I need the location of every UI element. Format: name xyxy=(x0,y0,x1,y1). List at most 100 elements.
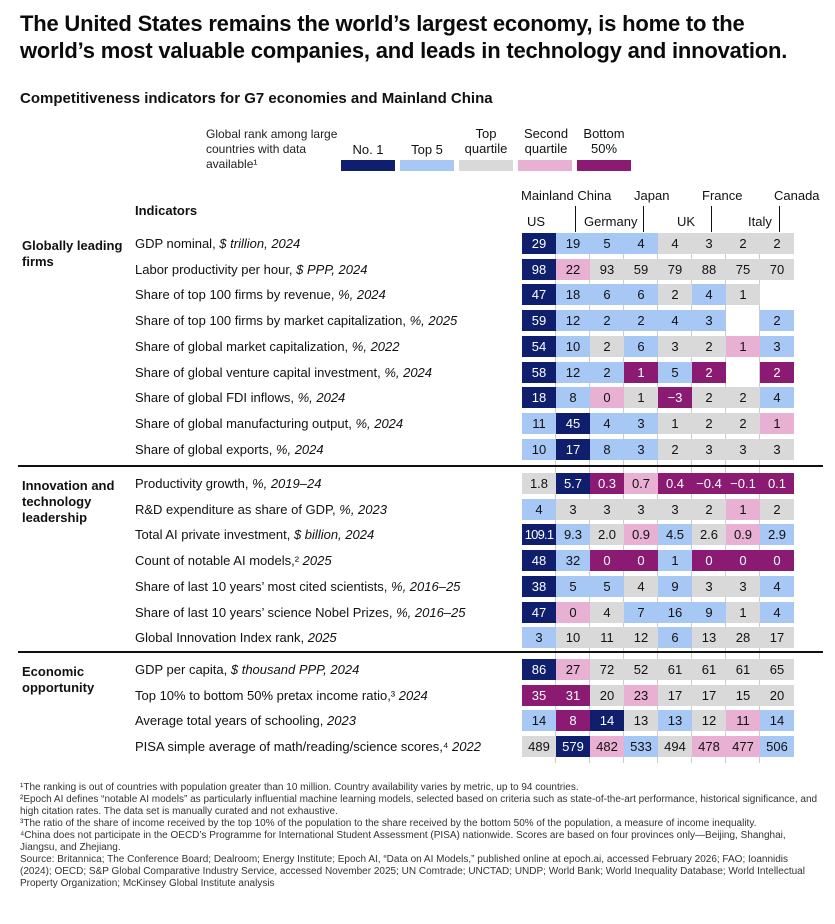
value-cell: 5 xyxy=(590,575,624,597)
value-cell: 20 xyxy=(760,684,794,706)
indicator-label: Share of global market capitalization, %… xyxy=(135,338,400,354)
value-cell: 109.1 xyxy=(522,524,556,546)
legend-swatch-second-quartile xyxy=(518,160,572,171)
value-cell: 4 xyxy=(590,412,624,434)
legend-swatch-bottom-50 xyxy=(577,160,631,171)
value-cell xyxy=(726,362,760,383)
column-header-mainland-china: Mainland China xyxy=(521,188,612,203)
source-note: Source: Britannica; The Conference Board… xyxy=(20,854,805,889)
indicator-label: R&D expenditure as share of GDP, %, 2023 xyxy=(135,501,387,517)
value-cell: 58 xyxy=(522,361,556,383)
legend-swatch-top-quartile xyxy=(459,160,513,171)
value-cell: 3 xyxy=(692,575,726,597)
value-cell: 72 xyxy=(590,659,624,680)
value-cell: 3 xyxy=(692,233,726,254)
value-cell: 0 xyxy=(556,601,590,623)
section-title: Economic opportunity xyxy=(22,664,95,695)
section-divider xyxy=(18,465,823,467)
value-cell: 14 xyxy=(590,710,624,732)
column-header-uk: UK xyxy=(677,214,696,229)
value-cell: 5 xyxy=(590,233,624,254)
value-cell: 52 xyxy=(624,659,658,680)
value-cell: 2.0 xyxy=(590,524,624,546)
value-cell: 11 xyxy=(726,710,760,732)
value-cell: 2 xyxy=(692,498,726,520)
value-cell: 10 xyxy=(522,438,556,460)
value-cell: 6 xyxy=(658,627,692,649)
value-cell: 4 xyxy=(522,498,556,520)
value-cell: 12 xyxy=(556,361,590,383)
value-cell: 4 xyxy=(760,387,794,409)
value-cell: 27 xyxy=(556,659,590,680)
value-cell: 10 xyxy=(556,627,590,649)
value-cell: 9 xyxy=(658,575,692,597)
value-cell: 2 xyxy=(760,361,794,383)
value-cell: 0 xyxy=(590,387,624,409)
value-cell: 4 xyxy=(760,575,794,597)
value-cell: 489 xyxy=(522,736,556,758)
indicator-label: Total AI private investment, $ billion, … xyxy=(135,527,375,543)
value-cell: 47 xyxy=(522,284,556,306)
value-cell: 14 xyxy=(522,710,556,732)
legend-label-bottom-50: Bottom 50% xyxy=(583,126,625,156)
value-cell: 1 xyxy=(624,361,658,383)
value-cell: 32 xyxy=(556,550,590,572)
legend-label-top5: Top 5 xyxy=(411,142,443,157)
value-cell xyxy=(760,284,794,305)
value-cell: 61 xyxy=(726,659,760,680)
value-cell: 7 xyxy=(624,601,658,623)
value-cell: 2 xyxy=(624,310,658,332)
legend-description: Global rank among large countries with d… xyxy=(206,127,338,171)
value-cell: 477 xyxy=(726,736,760,758)
value-cell: 4 xyxy=(624,575,658,597)
value-cell: 2 xyxy=(692,412,726,434)
value-cell: 20 xyxy=(590,684,624,706)
value-cell: 9 xyxy=(692,601,726,623)
value-cell: 11 xyxy=(522,412,556,434)
value-cell: 1 xyxy=(726,284,760,306)
column-header-canada: Canada xyxy=(774,188,820,203)
value-cell: 2 xyxy=(590,361,624,383)
value-cell: 8 xyxy=(590,438,624,460)
value-cell: 17 xyxy=(760,627,794,649)
value-cell: 5 xyxy=(658,361,692,383)
value-cell: 0.9 xyxy=(624,524,658,546)
value-cell: 5 xyxy=(556,575,590,597)
indicator-label: Share of last 10 years’ science Nobel Pr… xyxy=(135,604,466,620)
value-cell: 1 xyxy=(624,387,658,409)
legend-label-no1: No. 1 xyxy=(352,142,384,157)
value-cell: 533 xyxy=(624,736,658,758)
indicator-label: Share of global FDI inflows, %, 2024 xyxy=(135,390,346,406)
value-cell: 35 xyxy=(522,684,556,706)
value-cell: 3 xyxy=(726,438,760,460)
value-cell: 4 xyxy=(760,601,794,623)
value-cell: 1 xyxy=(726,601,760,623)
column-header-us: US xyxy=(527,214,546,229)
value-cell: 482 xyxy=(590,736,624,758)
value-cell: 5.7 xyxy=(556,473,590,494)
value-cell: 3 xyxy=(658,498,692,520)
value-cell: 579 xyxy=(556,736,590,758)
value-cell: 3 xyxy=(658,335,692,357)
value-cell: 11 xyxy=(590,627,624,649)
value-cell: 18 xyxy=(556,284,590,306)
column-divider xyxy=(691,233,692,763)
legend-label-second-quartile: Second quartile xyxy=(523,126,569,156)
value-cell: 48 xyxy=(522,550,556,572)
value-cell: 0 xyxy=(590,550,624,572)
column-divider xyxy=(725,233,726,763)
value-cell: 8 xyxy=(556,710,590,732)
value-cell: 0.4 xyxy=(658,473,692,494)
indicator-label: Share of global manufacturing output, %,… xyxy=(135,415,404,431)
column-tick xyxy=(779,206,780,232)
value-cell: 2 xyxy=(658,438,692,460)
value-cell: 3 xyxy=(590,498,624,520)
value-cell: 6 xyxy=(590,284,624,306)
value-cell: 2 xyxy=(692,361,726,383)
value-cell: 4 xyxy=(658,233,692,254)
indicator-label: GDP nominal, $ trillion, 2024 xyxy=(135,236,301,251)
value-cell: 506 xyxy=(760,736,794,758)
page-title: The United States remains the world’s la… xyxy=(20,11,788,63)
legend-swatch-no1 xyxy=(341,160,395,171)
column-divider xyxy=(623,233,624,763)
